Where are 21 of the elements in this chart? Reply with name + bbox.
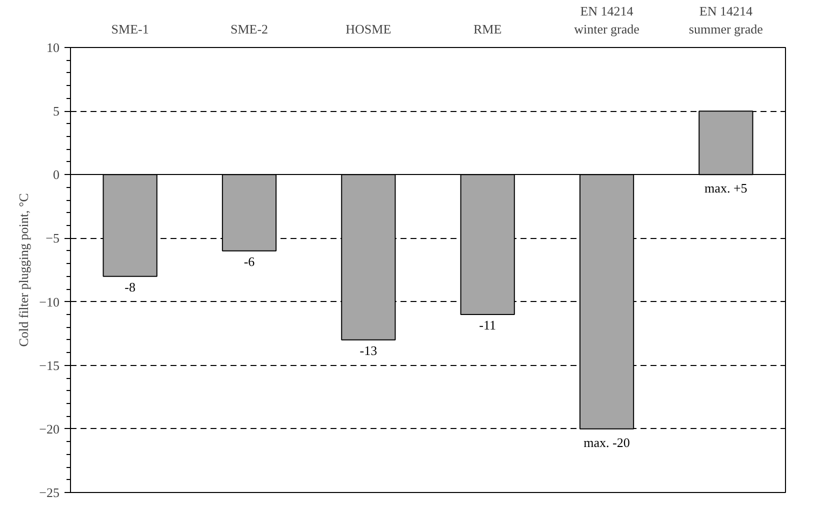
x-tick-label: EN 14214 winter grade — [574, 4, 640, 36]
y-tick-label: −25 — [39, 485, 60, 500]
y-tick-label: 5 — [53, 104, 60, 119]
y-tick-label: −5 — [46, 230, 60, 246]
y-tick-label: 10 — [46, 40, 60, 55]
data-label: max. +5 — [704, 180, 748, 196]
data-label: -11 — [479, 318, 496, 332]
data-label: -6 — [244, 254, 256, 269]
y-tick-label: 0 — [53, 167, 60, 182]
data-label: -13 — [360, 342, 378, 358]
y-axis-title: Cold filter plugging point, °C — [16, 193, 32, 347]
y-tick-label: −15 — [39, 358, 60, 373]
y-tick-label: −20 — [39, 421, 60, 436]
x-tick-label: SME-2 — [230, 22, 268, 36]
x-tick-label: SME-1 — [111, 22, 149, 36]
x-tick-label: RME — [474, 22, 502, 36]
x-tick-label: HOSME — [346, 22, 392, 36]
x-tick-label: EN 14214 summer grade — [688, 4, 764, 36]
data-label: max. -20 — [584, 434, 630, 450]
y-tick-label: −10 — [39, 294, 60, 310]
data-label: -8 — [124, 279, 136, 294]
